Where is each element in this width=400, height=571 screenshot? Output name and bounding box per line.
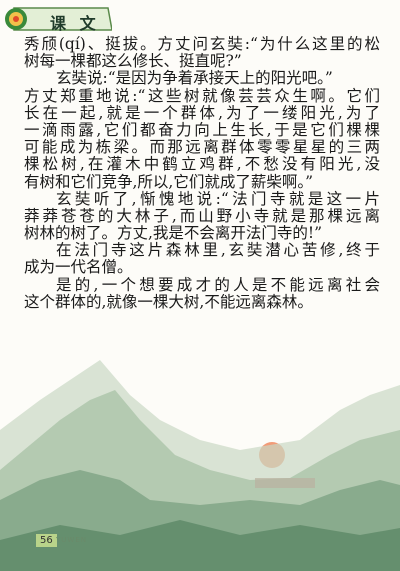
text-body: 秀颀(qí)、挺拔。方丈问玄奘:“为什么这里的松 树每一棵都这么修长、挺直呢?” 玄… bbox=[24, 35, 380, 311]
text-line: 树每一棵都这么修长、挺直呢?” bbox=[24, 52, 242, 71]
header-tab bbox=[5, 7, 112, 31]
text-line: 是的,一个想要成才的人是不能远离社会 bbox=[56, 275, 380, 294]
text-line: 有树和它们竞争,所以,它们就成了薪柴啊。” bbox=[24, 172, 314, 191]
text-line: 棵松树,在灌木中鹤立鸡群,不愁没有阳光,没 bbox=[24, 155, 380, 174]
text-line: 可能成为栋梁。而那远离群体零零星星的三两 bbox=[24, 138, 380, 157]
footer-word: YUWEN bbox=[56, 536, 87, 544]
text-line: 这个群体的,就像一棵大树,不能远离森林。 bbox=[24, 292, 313, 311]
page-number: 56 bbox=[36, 534, 57, 547]
text-line: 树林的树了。方丈,我是不会离开法门寺的!” bbox=[24, 224, 323, 243]
text-line: 玄奘说:“是因为争着承接天上的阳光吧。” bbox=[56, 69, 333, 88]
text-line: 在法门寺这片森林里,玄奘潜心苦修,终于 bbox=[56, 241, 380, 260]
text-line: 玄奘听了,惭愧地说:“法门寺就是这一片 bbox=[56, 189, 380, 208]
text-line: 一滴雨露,它们都奋力向上生长,于是它们棵棵 bbox=[24, 120, 380, 139]
text-line: 秀颀(qí)、挺拔。方丈问玄奘:“为什么这里的松 bbox=[24, 35, 380, 53]
text-line: 莽莽苍苍的大林子,而山野小寺就是那棵远离 bbox=[24, 206, 380, 225]
header-title: 课 文 bbox=[50, 14, 100, 33]
text-line: 长在一起,就是一个群体,为了一缕阳光,为了 bbox=[24, 103, 380, 122]
text-line: 方丈郑重地说:“这些树就像芸芸众生啊。它们 bbox=[24, 86, 380, 105]
text-line: 成为一代名僧。 bbox=[24, 258, 133, 277]
